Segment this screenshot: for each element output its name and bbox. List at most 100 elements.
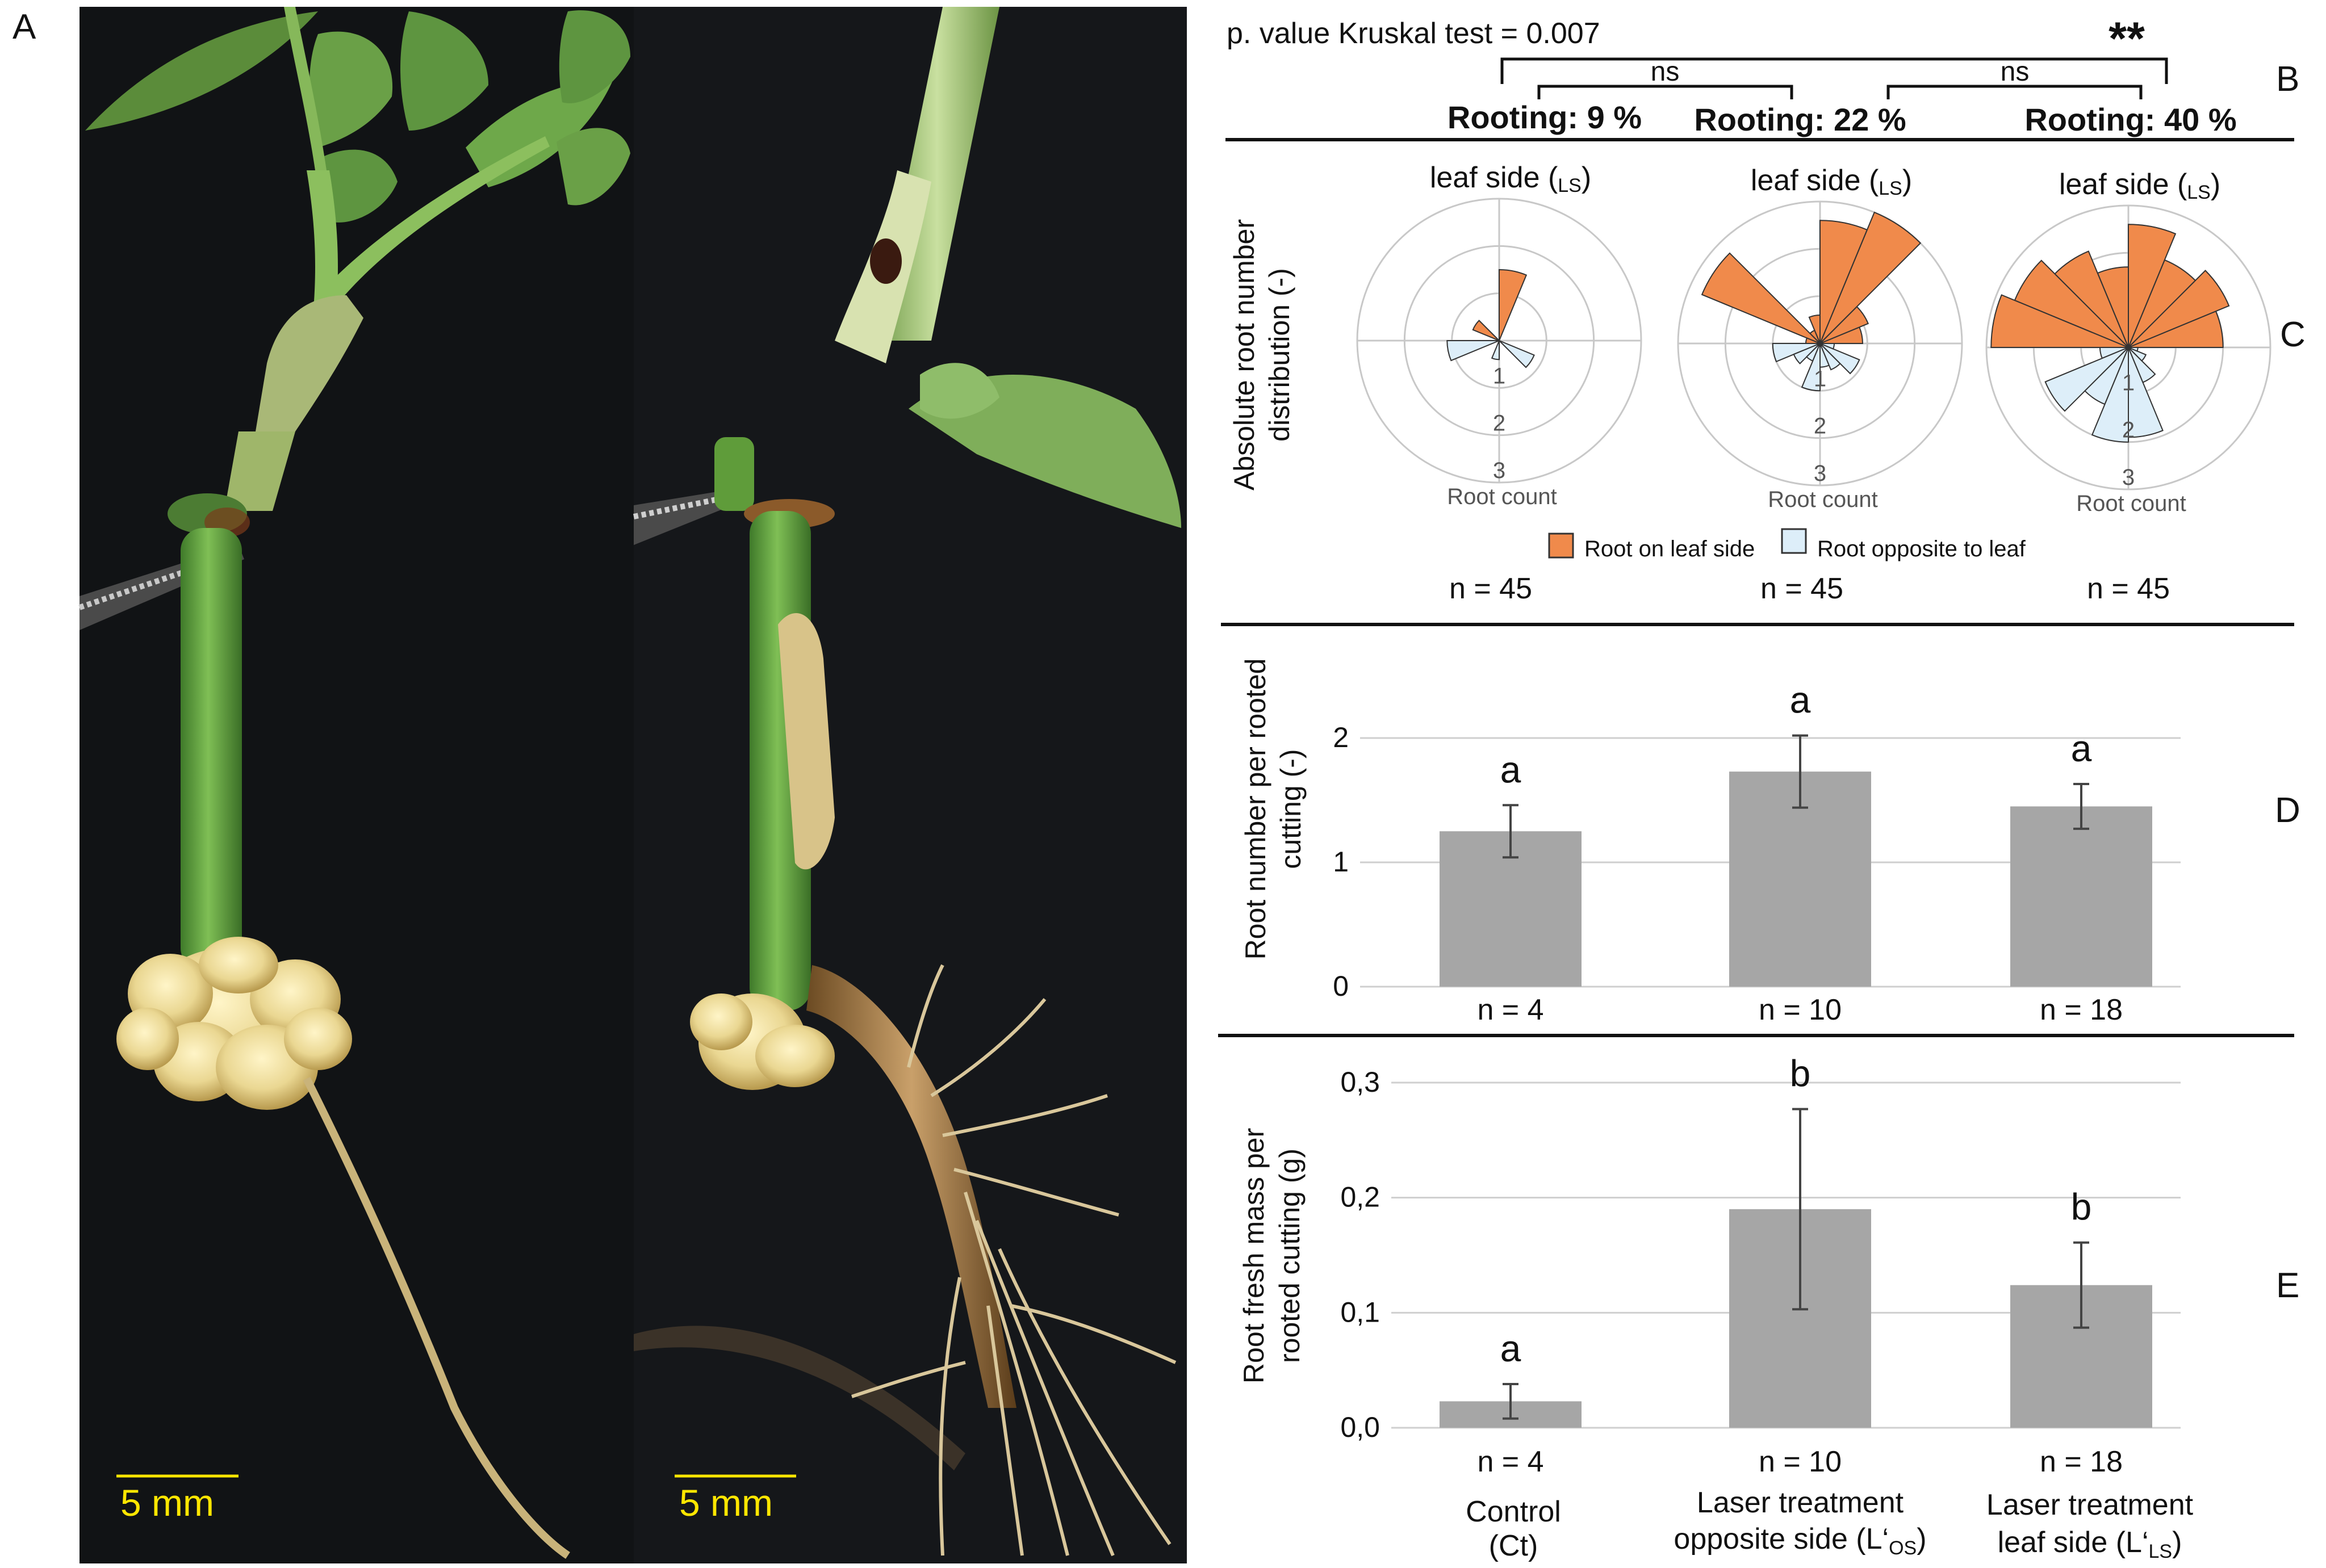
- significance-letter: a: [1500, 748, 1521, 790]
- ns-label-2: ns: [2001, 57, 2030, 87]
- polar-sector-opposite: [2128, 347, 2156, 383]
- d-ylabel-1: Root number per rooted: [1240, 659, 1271, 960]
- y-tick-label: 1: [1333, 846, 1349, 878]
- polar-chart-2: 1 2 3 leaf side (LS) Root count: [1677, 164, 1963, 512]
- polar-sector-opposite: [1793, 343, 1821, 364]
- n-label: n = 10: [1759, 1445, 1842, 1478]
- polar-tick-label: 2: [1814, 414, 1826, 439]
- y-tick-label: 0,2: [1340, 1181, 1380, 1213]
- category-los-line2-main: opposite side (L‘: [1674, 1523, 1889, 1556]
- polar-sector-leaf-side: [1819, 220, 1868, 344]
- polar-tick-label: 3: [2122, 465, 2135, 490]
- category-lls-line2: leaf side (L‘LS): [1998, 1526, 2182, 1562]
- legend-label-leaf-side: Root on leaf side: [1584, 536, 1755, 561]
- significance-letter: a: [2071, 727, 2092, 769]
- y-tick-label: 2: [1333, 722, 1349, 753]
- polar-tick-label: 3: [1493, 458, 1505, 483]
- category-los-line2: opposite side (L‘OS): [1674, 1523, 1926, 1559]
- scale-label-right: 5 mm: [679, 1482, 773, 1524]
- n-label: n = 18: [2040, 993, 2123, 1026]
- legend-swatch-leaf-side: [1548, 533, 1574, 559]
- polar-sector-opposite: [1819, 343, 1835, 350]
- scale-label-left: 5 mm: [120, 1482, 214, 1524]
- significance-letter: b: [2071, 1186, 2092, 1228]
- kruskal-label: p. value Kruskal test = 0.007: [1227, 17, 1600, 50]
- polar-sector-opposite: [2044, 347, 2129, 412]
- polar-sector-opposite: [2128, 347, 2139, 352]
- polar-top-label: leaf side (LS): [1751, 164, 1912, 199]
- panel-label-e: E: [2276, 1266, 2299, 1305]
- polar-sector-leaf-side: [1990, 294, 2129, 348]
- polar-tick-label: 2: [1493, 411, 1505, 436]
- polar-sector-leaf-side: [1701, 252, 1821, 344]
- category-lls-close: ): [2172, 1526, 2182, 1559]
- y-tick-label: 0,0: [1340, 1411, 1380, 1443]
- polar-top-label: leaf side (LS): [2059, 168, 2220, 203]
- significance-letter: a: [1500, 1327, 1521, 1369]
- polar-tick-label: 1: [2122, 370, 2135, 395]
- y-tick-label: 0,1: [1340, 1296, 1380, 1328]
- polar-legend: Root on leaf side Root opposite to leaf: [1548, 528, 2026, 561]
- rooting-ct: Rooting: 9 %: [1448, 99, 1642, 135]
- polar-sector-opposite: [1446, 340, 1500, 362]
- polar-radius-label: Root count: [1768, 487, 1877, 512]
- polar-n-los: n = 45: [1760, 572, 1843, 605]
- n-label: n = 18: [2040, 1445, 2123, 1478]
- polar-chart-3: 1 2 3 leaf side (LS) Root count: [1985, 168, 2271, 516]
- d-ylabel-2: cutting (-): [1275, 749, 1307, 869]
- panel-label-c: C: [2280, 315, 2306, 354]
- e-ylabel-1: Root fresh mass per: [1238, 1128, 1270, 1383]
- panel-label-a: A: [12, 7, 36, 47]
- polar-sector-leaf-side: [1472, 320, 1500, 341]
- e-ylabel-2: rooted cutting (g): [1274, 1148, 1306, 1363]
- bar-chart-fresh-mass: 0,0 0,1 0,2 0,3 a n = 4 b n = 10 b n = 18: [1340, 1053, 2181, 1478]
- polar-sector-leaf-side: [1819, 211, 1922, 344]
- polar-sector-opposite: [1801, 343, 1821, 392]
- polar-radius-label: Root count: [2076, 491, 2186, 516]
- polar-sector-leaf-side: [1499, 269, 1528, 341]
- polar-n-lls: n = 45: [2087, 572, 2170, 605]
- y-tick-label: 0,3: [1340, 1066, 1380, 1098]
- significance-stars: **: [2109, 13, 2145, 65]
- photo-left: 5 mm: [78, 7, 634, 1563]
- polar-tick-label: 1: [1814, 366, 1826, 391]
- significance-brackets: [1500, 57, 2168, 99]
- category-lls-line1: Laser treatment: [1986, 1489, 2194, 1521]
- polar-sector-opposite: [2091, 347, 2129, 443]
- category-los-line1: Laser treatment: [1697, 1486, 1904, 1519]
- polar-n-ct: n = 45: [1449, 572, 1532, 605]
- polar-sector-opposite: [2128, 347, 2147, 362]
- polar-ylabel-1: Absolute root number: [1228, 219, 1260, 490]
- polar-top-label: leaf side (LS): [1430, 161, 1591, 196]
- bar: [2010, 806, 2152, 987]
- category-los-sub: OS: [1889, 1537, 1917, 1559]
- rooting-lls: Rooting: 40 %: [2024, 102, 2236, 137]
- polar-chart-1: 1 2 3 leaf side (LS) Root count: [1356, 161, 1642, 509]
- polar-sector-opposite: [1499, 340, 1535, 368]
- photo-right: 5 mm: [633, 7, 1187, 1563]
- category-control-line1: Control: [1466, 1495, 1561, 1528]
- category-los-close: ): [1917, 1523, 1926, 1556]
- polar-sector-opposite: [1491, 340, 1500, 360]
- polar-tick-label: 3: [1814, 461, 1826, 486]
- legend-swatch-opposite: [1781, 528, 1807, 554]
- polar-radius-label: Root count: [1447, 484, 1557, 509]
- polar-ylabel-2: distribution (-): [1264, 268, 1295, 442]
- polar-sector-opposite: [1819, 343, 1860, 375]
- panel-label-d: D: [2275, 791, 2300, 830]
- category-control-line2: (Ct): [1489, 1529, 1538, 1562]
- category-lls-line2-main: leaf side (L‘: [1998, 1526, 2149, 1559]
- ns-label-1: ns: [1651, 57, 1680, 87]
- significance-letter: a: [1790, 679, 1811, 721]
- bar-chart-root-number: 0 1 2 a n = 4 a n = 10 a n = 18: [1333, 679, 2181, 1026]
- polar-sector-leaf-side: [2128, 224, 2177, 348]
- legend-label-opposite: Root opposite to leaf: [1817, 536, 2026, 561]
- n-label: n = 4: [1477, 993, 1543, 1026]
- polar-tick-label: 1: [1493, 363, 1505, 388]
- significance-letter: b: [1790, 1053, 1811, 1095]
- rooting-los: Rooting: 22 %: [1694, 102, 1906, 137]
- n-label: n = 10: [1759, 993, 1842, 1026]
- polar-tick-label: 2: [2122, 418, 2135, 443]
- n-label: n = 4: [1477, 1445, 1543, 1478]
